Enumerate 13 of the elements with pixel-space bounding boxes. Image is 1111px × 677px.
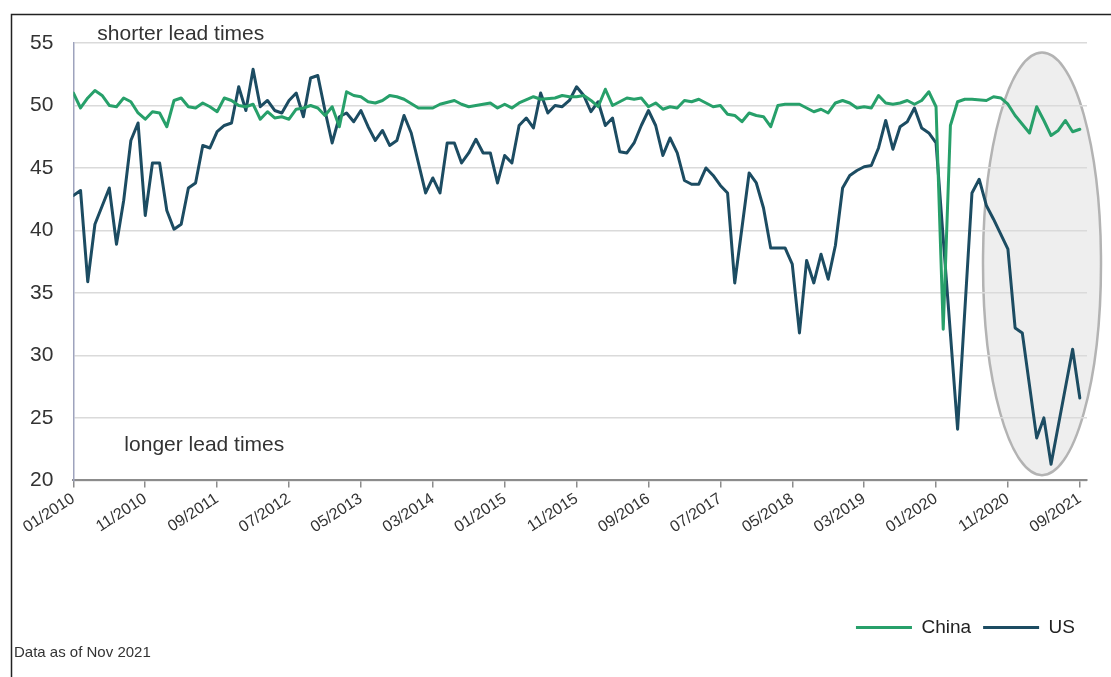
legend-label: US [1048, 615, 1076, 637]
y-tick-label: 50 [30, 92, 54, 116]
y-tick-label: 35 [30, 279, 54, 303]
annotation: shorter lead times [97, 21, 265, 44]
y-tick-label: 30 [30, 342, 54, 366]
y-tick-label: 20 [30, 467, 54, 491]
legend-label: China [921, 615, 972, 637]
annotation: longer lead times [124, 432, 285, 456]
text: Data as of Nov 2021 [14, 643, 151, 660]
y-tick-label: 55 [30, 29, 54, 53]
y-tick-label: 45 [30, 154, 54, 178]
y-tick-label: 25 [30, 404, 54, 428]
y-tick-label: 40 [30, 217, 54, 241]
